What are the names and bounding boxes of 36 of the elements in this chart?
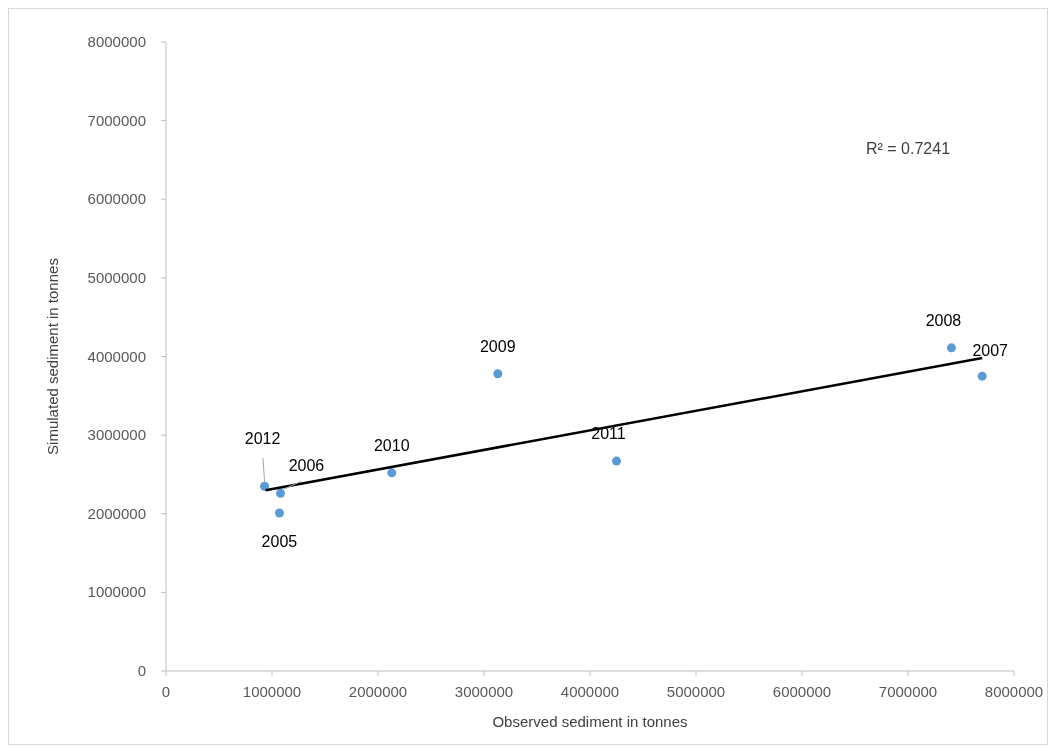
point — [493, 369, 503, 379]
y-tick-label: 6000000 — [87, 190, 146, 208]
annotation: 2009 — [479, 337, 516, 355]
y-tick-label: 0 — [137, 662, 146, 679]
annotation: 2008 — [925, 311, 962, 329]
x-tick-label: 6000000 — [772, 683, 832, 700]
point — [274, 508, 284, 518]
point — [946, 343, 956, 353]
x-axis-title: Observed sediment in tonnes — [492, 713, 688, 730]
x-tick-label: 2000000 — [348, 683, 408, 700]
annotation: 2010 — [373, 436, 410, 454]
x-tick-label: 1000000 — [242, 683, 302, 700]
x-tick-label: 4000000 — [560, 683, 620, 700]
y-tick-label: 8000000 — [87, 33, 146, 50]
y-tick-label: 7000000 — [87, 111, 146, 129]
point — [387, 468, 397, 478]
y-tick-label: 4000000 — [87, 347, 146, 365]
y-axis-title: Simulated sediment in tonnes — [44, 258, 61, 455]
point — [612, 456, 621, 466]
x-tick-label: 3000000 — [454, 683, 514, 700]
annotation: 2005 — [261, 532, 298, 550]
point — [275, 488, 285, 498]
point — [977, 371, 987, 381]
y-tick-label: 5000000 — [87, 268, 146, 286]
annotation: R² = 0.7241 — [865, 140, 951, 157]
x-tick-label: 0 — [161, 683, 171, 700]
annotation: 2012 — [244, 430, 281, 448]
x-tick-label: 8000000 — [984, 683, 1044, 700]
y-tick-label: 3000000 — [87, 426, 146, 444]
point — [260, 481, 270, 491]
x-tick-label: 7000000 — [878, 683, 938, 700]
x-tick-label: 5000000 — [666, 683, 726, 700]
y-tick-label: 1000000 — [87, 583, 146, 601]
annotation: 2006 — [288, 457, 325, 475]
y-tick-label: 2000000 — [87, 504, 146, 522]
annotation: 2007 — [972, 342, 1009, 360]
